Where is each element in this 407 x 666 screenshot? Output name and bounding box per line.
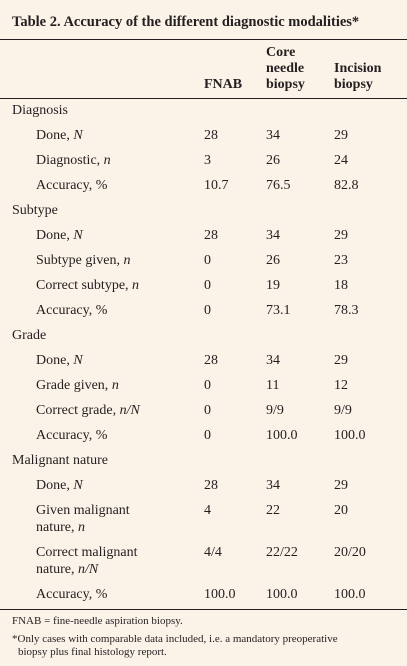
cell-value: 20/20 xyxy=(334,545,366,560)
row-label: Diagnostic, n xyxy=(36,153,111,168)
table-title: Table 2. Accuracy of the different diagn… xyxy=(12,14,360,30)
footnote-abbreviation: FNAB = fine-needle aspiration biopsy. xyxy=(12,615,183,627)
cell-value: 0 xyxy=(204,428,211,443)
header-fnab: FNAB xyxy=(204,77,243,92)
cell-value: 0 xyxy=(204,403,211,418)
row-label: Grade given, n xyxy=(36,378,119,393)
row-label: Accuracy, % xyxy=(36,587,108,602)
cell-value: 34 xyxy=(266,228,280,243)
cell-value: 100.0 xyxy=(334,428,366,443)
cell-value: 100.0 xyxy=(266,428,298,443)
cell-value: 23 xyxy=(334,253,348,268)
cell-value: 9/9 xyxy=(334,403,352,418)
cell-value: 22 xyxy=(266,503,280,518)
row-label: Accuracy, % xyxy=(36,303,108,318)
row-label: Accuracy, % xyxy=(36,428,108,443)
cell-value: 76.5 xyxy=(266,178,291,193)
row-label: Done, N xyxy=(36,478,83,493)
row-label: Subtype given, n xyxy=(36,253,131,268)
footnote-line1: *Only cases with comparable data include… xyxy=(12,633,338,645)
row-label: Correct grade, n/N xyxy=(36,403,140,418)
cell-value: 0 xyxy=(204,253,211,268)
cell-value: 28 xyxy=(204,353,218,368)
group-malignant-nature: Malignant nature xyxy=(12,453,109,468)
header-core-line1: Core xyxy=(266,45,296,60)
bottom-rule xyxy=(0,609,407,610)
cell-value: 0 xyxy=(204,303,211,318)
group-grade: Grade xyxy=(12,328,47,343)
title-bar: Table 2. Accuracy of the different diagn… xyxy=(0,0,407,40)
cell-value: 12 xyxy=(334,378,348,393)
row-label: Accuracy, % xyxy=(36,178,108,193)
cell-value: 100.0 xyxy=(204,587,236,602)
cell-value: 18 xyxy=(334,278,348,293)
row-label: Correct subtype, n xyxy=(36,278,140,293)
cell-value: 0 xyxy=(204,378,211,393)
header-core-line2: needle xyxy=(266,61,305,76)
cell-value: 78.3 xyxy=(334,303,359,318)
row-label-line1: Given malignant xyxy=(36,503,130,518)
cell-value: 29 xyxy=(334,478,348,493)
cell-value: 34 xyxy=(266,478,280,493)
cell-value: 26 xyxy=(266,253,280,268)
cell-value: 26 xyxy=(266,153,280,168)
header-core-line3: biopsy xyxy=(266,77,305,92)
cell-value: 100.0 xyxy=(334,587,366,602)
cell-value: 20 xyxy=(334,503,348,518)
cell-value: 3 xyxy=(204,153,211,168)
cell-value: 28 xyxy=(204,478,218,493)
cell-value: 24 xyxy=(334,153,348,168)
group-diagnosis: Diagnosis xyxy=(12,103,68,118)
header-incision-line1: Incision xyxy=(334,61,382,76)
cell-value: 4 xyxy=(204,503,211,518)
row-label: Done, N xyxy=(36,228,83,243)
cell-value: 4/4 xyxy=(204,545,222,560)
cell-value: 22/22 xyxy=(266,545,298,560)
cell-value: 29 xyxy=(334,228,348,243)
row-label: Done, N xyxy=(36,353,83,368)
header-rule xyxy=(0,98,407,99)
cell-value: 9/9 xyxy=(266,403,284,418)
cell-value: 73.1 xyxy=(266,303,291,318)
cell-value: 100.0 xyxy=(266,587,298,602)
row-label-line2: nature, n xyxy=(36,520,85,535)
cell-value: 29 xyxy=(334,353,348,368)
cell-value: 34 xyxy=(266,128,280,143)
footnote-line2: biopsy plus final histology report. xyxy=(18,646,167,658)
row-label-line1: Correct malignant xyxy=(36,545,138,560)
cell-value: 0 xyxy=(204,278,211,293)
cell-value: 82.8 xyxy=(334,178,359,193)
cell-value: 34 xyxy=(266,353,280,368)
cell-value: 10.7 xyxy=(204,178,229,193)
group-subtype: Subtype xyxy=(12,203,58,218)
header-incision-line2: biopsy xyxy=(334,77,373,92)
cell-value: 11 xyxy=(266,378,280,393)
cell-value: 29 xyxy=(334,128,348,143)
row-label-line2: nature, n/N xyxy=(36,562,99,577)
top-rule xyxy=(0,39,407,40)
row-label: Done, N xyxy=(36,128,83,143)
cell-value: 19 xyxy=(266,278,280,293)
cell-value: 28 xyxy=(204,228,218,243)
cell-value: 28 xyxy=(204,128,218,143)
